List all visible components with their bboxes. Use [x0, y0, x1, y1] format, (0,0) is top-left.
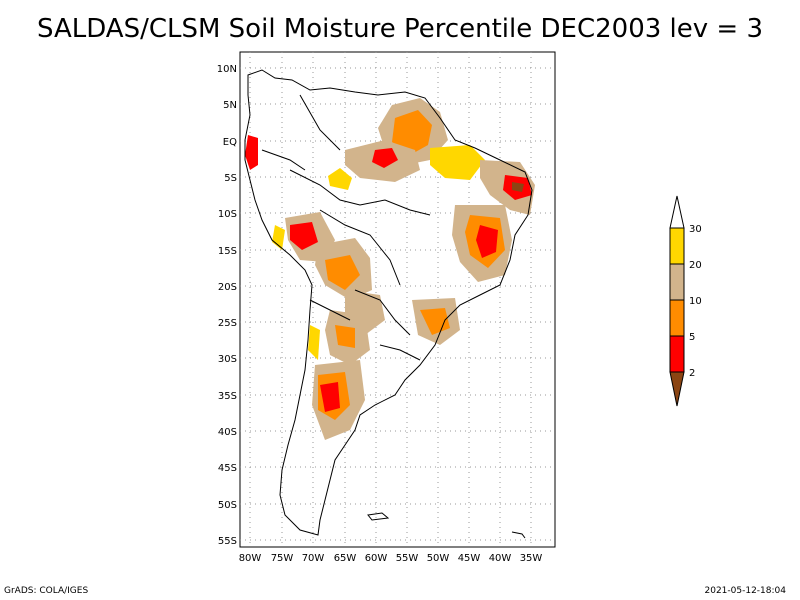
lat-tick-label: 20S [218, 282, 237, 293]
colorbar-bottom-arrow [669, 371, 685, 407]
lon-tick-label: 45W [458, 553, 481, 564]
footer-credit: GrADS: COLA/IGES [4, 586, 89, 596]
field-south-brazil-core [420, 308, 450, 335]
lat-tick-label: 35S [218, 391, 237, 402]
field-yellow-amazon [328, 168, 352, 190]
colorbar-segment [669, 227, 685, 265]
border-3 [354, 289, 411, 336]
lon-tick-label: 70W [302, 553, 325, 564]
lat-tick-label: 30S [218, 354, 237, 365]
lat-tick-label: 10S [218, 209, 237, 220]
falkland-islands [367, 512, 390, 521]
lat-tick-label: 5S [224, 173, 237, 184]
lon-tick-label: 40W [489, 553, 512, 564]
field-ecuador [245, 135, 258, 170]
footer-timestamp: 2021-05-12-18:04 [704, 586, 787, 596]
lat-tick-label: 25S [218, 318, 237, 329]
colorbar-label: 10 [689, 296, 702, 307]
lon-tick-label: 65W [334, 553, 357, 564]
border-6 [299, 94, 341, 151]
lon-tick-label: 80W [239, 553, 262, 564]
colorbar-segment [669, 299, 685, 337]
border-7 [379, 344, 421, 361]
lat-tick-label: 5N [223, 100, 237, 111]
field-bolivia-core [325, 255, 360, 290]
field-argentina-north-red [335, 325, 355, 348]
map-title: SALDAS/CLSM Soil Moisture Percentile DEC… [36, 14, 764, 44]
lat-tick-label: 55S [218, 536, 237, 547]
field-peru-coast [272, 225, 285, 250]
colorbar-label: 5 [689, 332, 695, 343]
field-ne-brazil-dark [512, 182, 524, 192]
lat-tick-label: 40S [218, 427, 237, 438]
south-america-outline [244, 69, 533, 536]
map-grid: 10N 5N EQ 5S 10S 15S 20S 25S 30S 35S 40S 45S 50S 55S8… [217, 51, 556, 564]
lat-tick-label: 15S [218, 246, 237, 257]
colorbar-top-arrow [669, 195, 685, 229]
colorbar: 2 5 10 20 30 [669, 195, 702, 407]
border-1 [289, 169, 431, 216]
lon-tick-label: 55W [396, 553, 419, 564]
lat-tick-label: EQ [223, 137, 237, 148]
border-5 [261, 149, 306, 171]
percentile-field [245, 98, 535, 440]
lon-tick-label: 75W [271, 553, 294, 564]
lon-tick-label: 50W [427, 553, 450, 564]
colorbar-label: 2 [689, 368, 695, 379]
field-argentina-pampas-red [320, 382, 340, 412]
border-4 [309, 299, 351, 321]
south-georgia [511, 531, 526, 539]
border-2 [319, 209, 401, 286]
lat-tick-label: 45S [218, 463, 237, 474]
colorbar-label: 20 [689, 260, 702, 271]
colorbar-segment [669, 335, 685, 373]
map-frame [239, 51, 556, 548]
field-argentina-yellow [308, 325, 320, 360]
colorbar-label: 30 [689, 224, 702, 235]
lat-tick-label: 10N [217, 64, 237, 75]
lon-tick-label: 35W [520, 553, 543, 564]
lon-tick-label: 60W [365, 553, 388, 564]
field-amazon-north-red [372, 148, 398, 168]
lat-tick-label: 50S [218, 500, 237, 511]
coastline [244, 69, 533, 539]
field-peru-red [290, 222, 318, 250]
field-north-coast [430, 145, 485, 180]
field-guiana-core [392, 110, 432, 155]
field-east-brazil-red [476, 225, 498, 258]
colorbar-segment [669, 263, 685, 301]
